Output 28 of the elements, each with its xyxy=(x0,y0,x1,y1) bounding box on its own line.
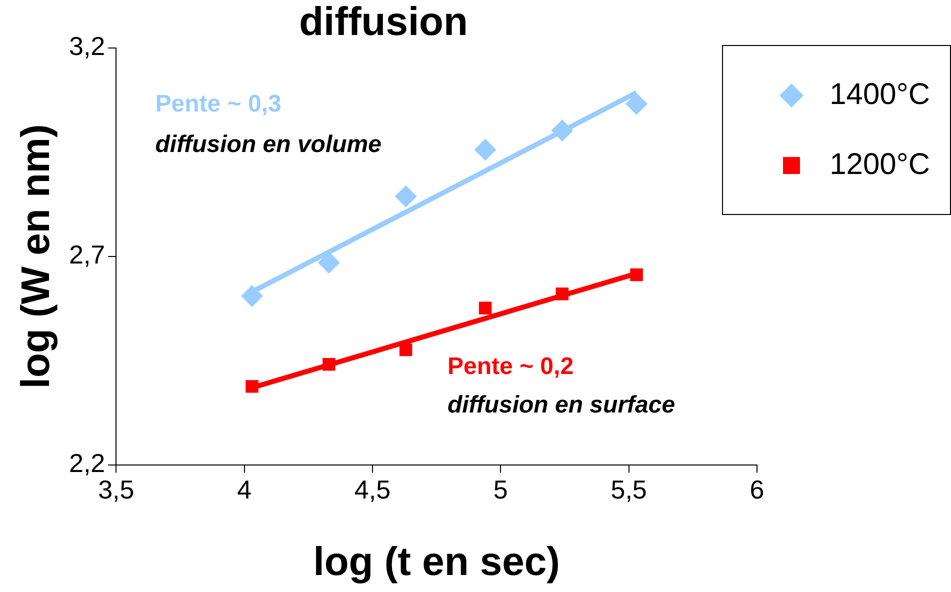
x-tick-label: 4,5 xyxy=(354,474,391,505)
point xyxy=(626,92,648,115)
point xyxy=(630,268,643,282)
legend-label: 1400°C xyxy=(830,78,930,112)
annotation: Pente ~ 0,3 xyxy=(155,90,282,118)
x-tick-label: 5,5 xyxy=(610,474,647,505)
point xyxy=(399,343,412,356)
point xyxy=(551,120,574,142)
point xyxy=(478,302,492,314)
x-tick-label: 6 xyxy=(750,474,764,505)
y-axis-title: log (W en nm) xyxy=(14,124,58,389)
point xyxy=(474,138,496,161)
chart-title: diffusion xyxy=(299,0,468,44)
y-tick-label: 3,2 xyxy=(68,31,106,62)
annotation: diffusion en surface xyxy=(447,392,676,419)
x-axis-title: log (t en sec) xyxy=(313,540,560,584)
point xyxy=(318,252,340,274)
x-tick-label: 4 xyxy=(237,474,252,505)
annotation: Pente ~ 0,2 xyxy=(447,352,574,380)
y-tick-label: 2,7 xyxy=(68,240,106,270)
x-tick-label: 5 xyxy=(493,474,508,505)
point xyxy=(556,288,569,300)
point xyxy=(322,358,336,371)
point xyxy=(246,380,258,393)
legend-label: 1200°C xyxy=(830,148,930,182)
point xyxy=(241,284,264,307)
annotation: diffusion en volume xyxy=(155,131,382,158)
point xyxy=(394,185,417,208)
